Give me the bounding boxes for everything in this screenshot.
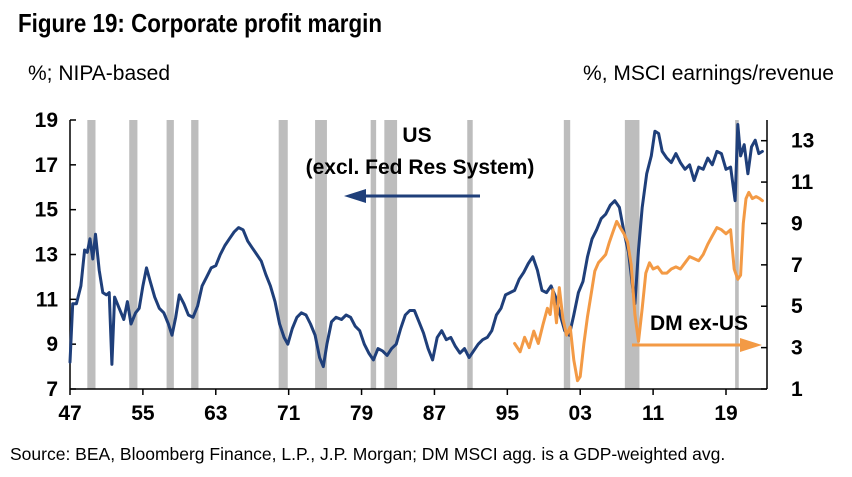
- right-tick-label-5: 5: [791, 295, 803, 318]
- left-tick-label-11: 11: [36, 288, 59, 311]
- x-tick-label-47: 47: [58, 402, 81, 425]
- left-tick-label-7: 7: [46, 378, 58, 401]
- x-tick-label-95: 95: [496, 402, 520, 425]
- left-axis-unit-label: %; NIPA-based: [28, 62, 171, 85]
- left-tick-label-13: 13: [35, 244, 58, 267]
- right-axis-unit-label: %, MSCI earnings/revenue: [583, 62, 834, 85]
- right-tick-label-3: 3: [791, 337, 803, 360]
- series-line-us: [68, 123, 764, 369]
- left-tick-label-9: 9: [46, 333, 58, 356]
- x-tick-label-71: 71: [277, 402, 301, 425]
- recession-band-11: [735, 120, 739, 389]
- recession-band-7: [384, 120, 398, 389]
- x-tick-label-19: 19: [714, 402, 737, 425]
- right-tick-label-9: 9: [791, 212, 803, 235]
- us-annotation-line-1: US: [402, 124, 431, 147]
- chart-series: [68, 123, 764, 383]
- x-tick-label-03: 03: [569, 402, 592, 425]
- right-tick-label-7: 7: [791, 254, 803, 277]
- chart-title: Figure 19: Corporate profit margin: [18, 8, 383, 38]
- us-annotation-line-2: (excl. Fed Res System): [306, 156, 535, 179]
- dm-annotation-label: DM ex-US: [650, 312, 748, 335]
- x-tick-label-11: 11: [642, 402, 665, 425]
- chart-annotations: US (excl. Fed Res System) DM ex-US: [306, 124, 762, 352]
- recession-band-9: [563, 120, 571, 389]
- recession-band-3: [191, 120, 199, 389]
- recession-band-8: [467, 120, 473, 389]
- recession-band-4: [278, 120, 288, 389]
- x-tick-label-55: 55: [131, 402, 155, 425]
- left-tick-label-17: 17: [35, 154, 58, 177]
- recession-band-5: [315, 120, 327, 389]
- series-line-dm-ex-us: [513, 190, 764, 383]
- source-note: Source: BEA, Bloomberg Finance, L.P., J.…: [10, 444, 726, 464]
- left-tick-label-15: 15: [35, 199, 59, 222]
- recession-band-2: [166, 120, 174, 389]
- recession-band-6: [370, 120, 377, 389]
- right-tick-label-1: 1: [791, 378, 803, 401]
- right-tick-label-11: 11: [791, 171, 814, 194]
- recession-band-1: [129, 120, 138, 389]
- us-arrow: [344, 189, 480, 203]
- left-tick-label-19: 19: [35, 109, 58, 132]
- x-tick-label-87: 87: [423, 402, 446, 425]
- right-tick-label-13: 13: [791, 130, 814, 153]
- x-tick-label-63: 63: [204, 402, 227, 425]
- dm-arrow: [632, 338, 762, 352]
- x-tick-label-79: 79: [350, 402, 373, 425]
